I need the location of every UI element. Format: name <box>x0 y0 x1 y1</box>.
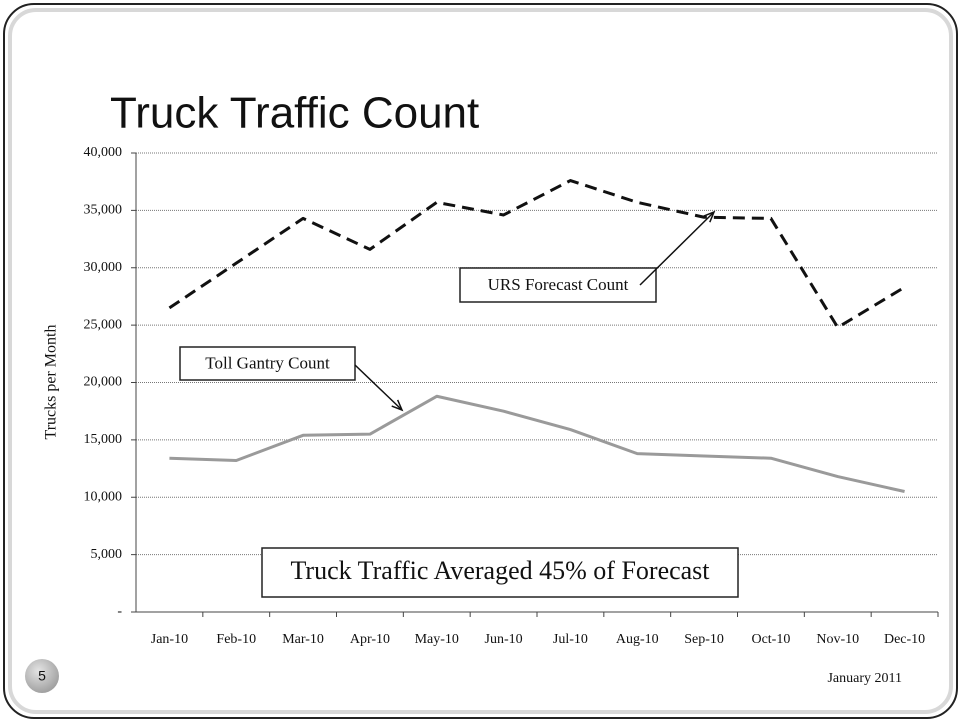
x-tick-label: Jun-10 <box>485 632 523 647</box>
callout-arrowhead <box>703 210 716 223</box>
y-tick-label: 15,000 <box>84 432 123 447</box>
annotation-box <box>261 547 739 598</box>
y-tick-label: 10,000 <box>84 489 123 504</box>
legend-label: URS Forecast Count <box>488 275 629 294</box>
slide-inner-frame <box>8 8 953 714</box>
chart-title: Truck Traffic Count <box>110 89 479 138</box>
x-tick-label: Oct-10 <box>751 632 790 647</box>
footer-date: January 2011 <box>827 671 902 686</box>
callout-arrowhead <box>391 399 404 412</box>
x-tick-label: Jul-10 <box>553 632 588 647</box>
x-tick-label: Dec-10 <box>884 632 925 647</box>
x-tick-label: Feb-10 <box>216 632 256 647</box>
callout-box <box>179 346 356 381</box>
y-axis-label: Trucks per Month <box>43 325 60 440</box>
y-tick-label: 35,000 <box>84 203 123 218</box>
annotation: Truck Traffic Averaged 45% of Forecast <box>290 556 710 585</box>
series-line <box>168 179 906 329</box>
y-tick-label: 40,000 <box>84 145 123 160</box>
y-tick-label: 5,000 <box>91 547 123 562</box>
x-tick-label: Sep-10 <box>684 632 724 647</box>
slide-number-badge <box>25 659 59 693</box>
slide-number: 5 <box>38 668 46 684</box>
y-tick-label: 20,000 <box>84 375 123 390</box>
x-tick-label: May-10 <box>415 632 459 647</box>
legend-label: Toll Gantry Count <box>205 353 330 372</box>
series-line <box>169 394 905 493</box>
x-tick-label: Apr-10 <box>350 632 390 647</box>
slide-frame <box>3 3 958 719</box>
y-tick-label: - <box>117 604 122 619</box>
x-tick-label: Aug-10 <box>616 632 659 647</box>
callout-arrow <box>354 364 403 411</box>
y-tick-label: 25,000 <box>84 317 123 332</box>
callout-box <box>459 267 657 303</box>
y-tick-label: 30,000 <box>84 260 123 275</box>
x-tick-label: Jan-10 <box>151 632 188 647</box>
x-tick-label: Mar-10 <box>282 632 324 647</box>
callout-arrow <box>639 211 715 286</box>
x-tick-label: Nov-10 <box>816 632 859 647</box>
